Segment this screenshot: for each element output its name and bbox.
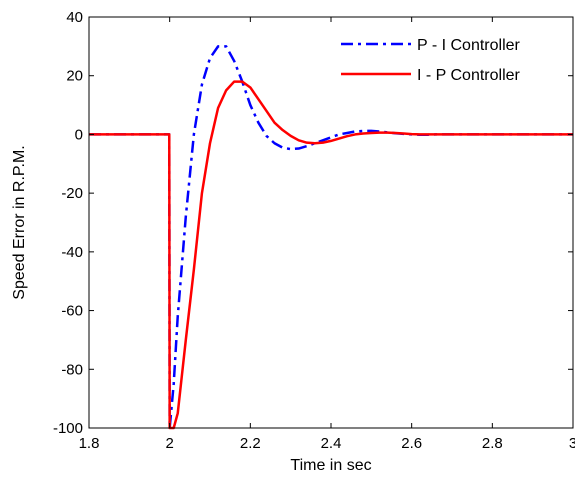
y-axis-label: Speed Error in R.P.M. <box>11 145 28 299</box>
series-line-pi-controller <box>89 45 573 430</box>
x-tick-label: 2.4 <box>321 435 342 452</box>
y-tick-label: -20 <box>61 185 83 202</box>
legend-label-pi-controller: P - I Controller <box>417 37 521 54</box>
y-tick-label: -40 <box>61 244 83 261</box>
x-tick-label: 2.2 <box>240 435 261 452</box>
tick-labels-layer: 1.8 2 2.2 2.4 2.6 2.8 3 -100 -80 -60 -40 -20 0 20 40 <box>53 9 575 452</box>
x-axis-label: Time in sec <box>290 457 371 474</box>
y-tick-label: 20 <box>66 68 83 85</box>
x-tick-label: 2.6 <box>401 435 422 452</box>
legend-label-ip-controller: I - P Controller <box>417 67 521 84</box>
legend-box <box>325 22 565 88</box>
y-tick-label: 0 <box>75 126 83 143</box>
y-tick-label: -80 <box>61 361 83 378</box>
legend: P - I Controller I - P Controller <box>325 22 565 88</box>
x-tick-label: 2 <box>165 435 173 452</box>
x-tick-label: 1.8 <box>79 435 100 452</box>
y-tick-label: 40 <box>66 9 83 26</box>
ticks-layer <box>88 16 574 429</box>
y-tick-label: -60 <box>61 303 83 320</box>
series-layer <box>89 45 573 430</box>
series-line-ip-controller <box>89 80 573 430</box>
x-tick-label: 3 <box>569 435 575 452</box>
x-tick-label: 2.8 <box>482 435 503 452</box>
y-tick-label: -100 <box>53 420 83 437</box>
